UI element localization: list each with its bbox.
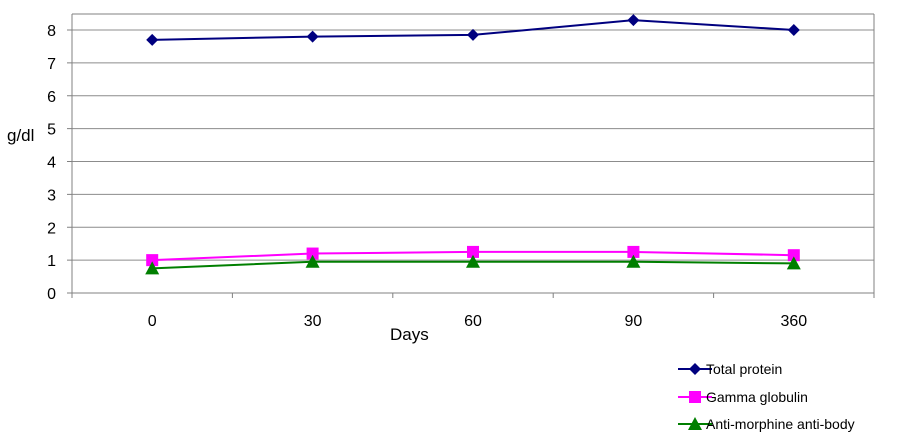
data-point bbox=[146, 33, 159, 46]
y-tick-label: 8 bbox=[47, 23, 56, 40]
data-point bbox=[146, 254, 159, 267]
data-point bbox=[627, 245, 640, 258]
x-tick-labels: 0 30 60 90 360 bbox=[148, 313, 807, 330]
legend-item: Gamma globulin bbox=[678, 389, 808, 405]
axes bbox=[67, 13, 875, 298]
series-group bbox=[145, 14, 801, 275]
series-0 bbox=[146, 14, 800, 46]
x-axis-label: Days bbox=[390, 325, 429, 344]
data-point bbox=[787, 24, 800, 36]
legend-item: Anti-morphine anti-body bbox=[678, 416, 855, 432]
legend-label: Gamma globulin bbox=[706, 389, 808, 405]
series-1 bbox=[146, 245, 800, 267]
y-tick-label: 2 bbox=[47, 220, 56, 237]
legend: Total protein Gamma globulin Anti-morphine… bbox=[678, 361, 855, 432]
legend-marker bbox=[689, 391, 701, 403]
x-tick-label: 90 bbox=[625, 313, 643, 330]
data-point bbox=[627, 14, 640, 27]
x-tick-label: 60 bbox=[464, 313, 482, 330]
data-point bbox=[306, 247, 319, 260]
y-axis-label: g/dl bbox=[7, 126, 34, 145]
legend-item: Total protein bbox=[678, 361, 782, 377]
x-tick-label: 360 bbox=[780, 313, 807, 330]
data-point bbox=[467, 245, 479, 258]
data-point bbox=[787, 249, 800, 262]
y-tick-label: 0 bbox=[47, 286, 56, 303]
y-tick-label: 1 bbox=[47, 253, 56, 270]
y-tick-label: 7 bbox=[47, 56, 56, 73]
data-point bbox=[306, 30, 319, 43]
data-point bbox=[467, 28, 479, 41]
series-2 bbox=[145, 254, 801, 275]
data-point bbox=[626, 254, 641, 268]
data-point bbox=[305, 254, 320, 268]
x-tick-label: 0 bbox=[148, 313, 157, 330]
y-tick-label: 6 bbox=[47, 89, 56, 106]
x-tick-label: 30 bbox=[304, 313, 322, 330]
y-tick-labels: 0 1 2 3 4 5 6 7 8 bbox=[47, 23, 56, 303]
legend-label: Total protein bbox=[706, 361, 782, 377]
gridlines bbox=[72, 29, 874, 261]
y-tick-label: 3 bbox=[47, 187, 56, 204]
data-point bbox=[145, 261, 160, 275]
data-point bbox=[786, 256, 801, 270]
legend-marker bbox=[688, 417, 702, 430]
y-tick-label: 4 bbox=[47, 155, 56, 172]
y-tick-label: 5 bbox=[47, 122, 56, 139]
legend-label: Anti-morphine anti-body bbox=[706, 416, 855, 432]
data-point bbox=[466, 254, 480, 268]
legend-marker bbox=[689, 363, 701, 375]
